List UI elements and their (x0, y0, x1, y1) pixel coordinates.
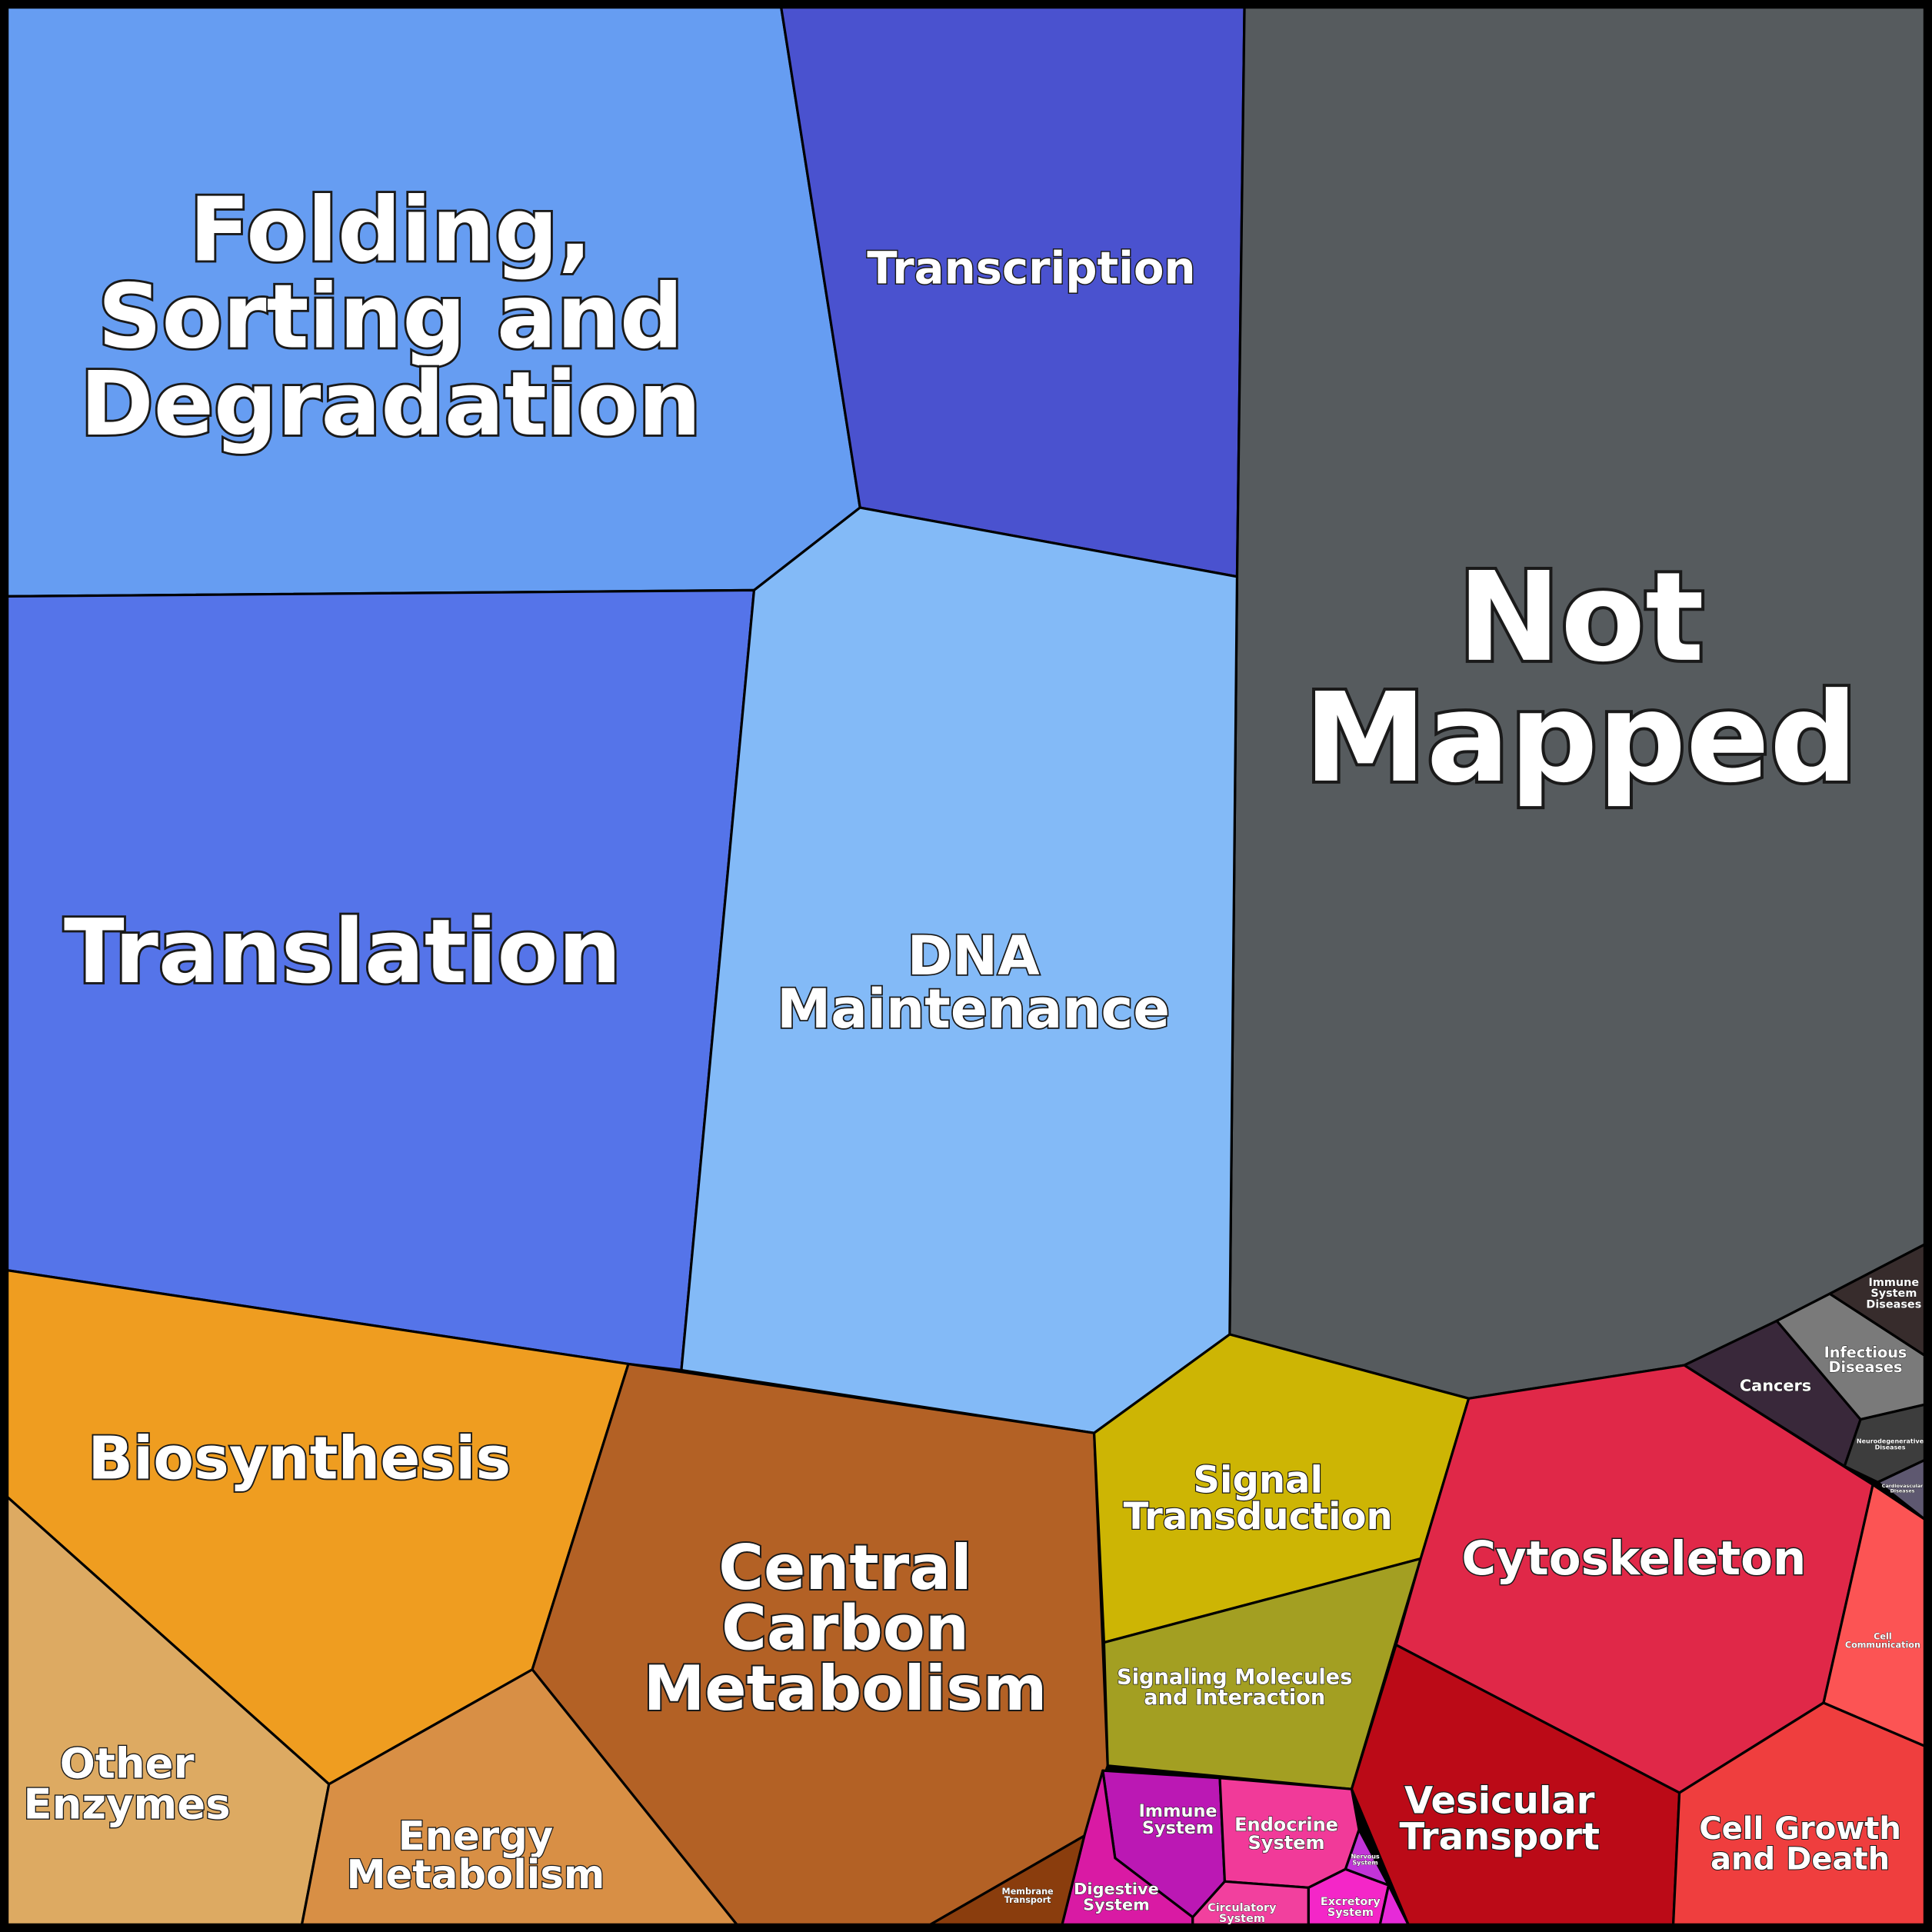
node-label: Digestive System (1074, 1880, 1159, 1914)
node-label: Biosynthesis (88, 1425, 511, 1494)
node-label: Folding, Sorting and Degradation (80, 178, 701, 455)
node-label: Membrane Transport (1002, 1887, 1054, 1905)
node-label: Central Carbon Metabolism (644, 1532, 1048, 1724)
label-line: Cell Growth (1699, 1811, 1901, 1847)
node-label: Translation (64, 901, 621, 1004)
label-line: Cell (1874, 1631, 1892, 1641)
label-line: Folding, (189, 178, 591, 281)
label-line: System (1327, 1907, 1374, 1919)
label-line: Communication (1845, 1640, 1920, 1650)
label-line: Immune (1869, 1277, 1920, 1289)
label-line: Excretory (1321, 1896, 1381, 1908)
label-line: Transport (1399, 1815, 1599, 1858)
label-line: System (1352, 1859, 1377, 1866)
label-line: Translation (64, 901, 621, 1004)
label-line: Mapped (1304, 666, 1857, 810)
cells (6, 6, 1926, 1926)
cell (300, 1668, 738, 1926)
cell (928, 1834, 1086, 1926)
label-line: Metabolism (346, 1852, 605, 1898)
node-label: Cancers (1740, 1376, 1811, 1394)
label-line: System (1219, 1913, 1265, 1925)
cell (1344, 1828, 1391, 1887)
label-line: System (1870, 1287, 1917, 1300)
node-label: Immune System Diseases (1866, 1277, 1921, 1311)
label-line: Cytoskeleton (1461, 1531, 1806, 1585)
label-line: Immune (1138, 1801, 1217, 1821)
label-line: Membrane (1002, 1887, 1054, 1897)
cell (1876, 1458, 1926, 1521)
node-label: Other Enzymes (23, 1738, 230, 1828)
label-line: Endocrine (1234, 1814, 1338, 1836)
label-line: Transcription (867, 242, 1195, 294)
label-line: Energy (398, 1814, 554, 1860)
label-line: and Death (1710, 1841, 1890, 1877)
node-label: Infectious Diseases (1824, 1344, 1907, 1376)
node-label: Endocrine System (1234, 1814, 1338, 1854)
label-line: Diseases (1890, 1487, 1915, 1494)
label-line: Central (718, 1532, 971, 1604)
label-line: System (1083, 1895, 1150, 1914)
cell (1828, 1243, 1926, 1357)
label-line: Diseases (1866, 1298, 1921, 1311)
label-line: Diseases (1875, 1444, 1906, 1451)
cell (1671, 1701, 1926, 1926)
label-line: System (1142, 1818, 1214, 1838)
label-line: Nervous (1351, 1853, 1379, 1860)
node-label: Neurodegenerative Diseases (1857, 1437, 1924, 1451)
label-line: Cardiovascular (1882, 1483, 1924, 1489)
label-line: Transport (1004, 1895, 1051, 1905)
label-line: Enzymes (23, 1780, 230, 1829)
label-line: Other (60, 1738, 195, 1787)
node-label: Signaling Molecules and Interaction (1117, 1665, 1352, 1710)
label-line: Carbon (721, 1593, 969, 1664)
label-line: Digestive (1074, 1880, 1159, 1898)
label-line: Diseases (1829, 1358, 1903, 1376)
label-line: Signaling Molecules (1117, 1665, 1352, 1689)
label-line: Vesicular (1404, 1779, 1595, 1822)
node-label: Transcription (867, 242, 1195, 294)
node-label: Cell Communication (1845, 1631, 1920, 1650)
label-line: Neurodegenerative (1857, 1437, 1924, 1444)
node-label: Not Mapped (1304, 545, 1857, 810)
cell (1775, 1292, 1926, 1421)
cell (1378, 1884, 1410, 1926)
node-label: Excretory System (1321, 1896, 1381, 1919)
label-line: Metabolism (644, 1653, 1048, 1724)
node-label: Vesicular Transport (1399, 1779, 1599, 1858)
label-line: Cancers (1740, 1376, 1811, 1394)
label-line: and Interaction (1144, 1686, 1325, 1710)
node-label: Circulatory System (1208, 1902, 1277, 1925)
node-label: Nervous System (1351, 1853, 1379, 1866)
label-line: Not (1457, 545, 1704, 689)
label-line: System (1248, 1832, 1325, 1854)
label-line: DNA (908, 924, 1040, 988)
cell (1822, 1483, 1926, 1747)
node-label: Cardiovascular Diseases (1882, 1483, 1924, 1494)
label-line: Degradation (80, 353, 701, 456)
label-line: Sorting and (98, 265, 683, 368)
node-label: Energy Metabolism (346, 1814, 605, 1898)
label-line: Signal (1193, 1459, 1323, 1502)
label-line: Biosynthesis (88, 1425, 511, 1494)
label-line: Infectious (1824, 1344, 1907, 1361)
node-label: Signal Transduction (1124, 1459, 1393, 1538)
node-label: DNA Maintenance (777, 924, 1170, 1041)
node-label: Cell Growth and Death (1699, 1811, 1901, 1877)
node-label: Cytoskeleton (1461, 1531, 1806, 1585)
cell (1350, 1644, 1681, 1926)
label-line: Maintenance (777, 978, 1170, 1041)
node-label: Immune System (1138, 1801, 1217, 1838)
label-line: Circulatory (1208, 1902, 1277, 1914)
label-line: Transduction (1124, 1495, 1393, 1538)
labels: Folding, Sorting and Degradation Transcript… (22, 177, 1924, 1926)
